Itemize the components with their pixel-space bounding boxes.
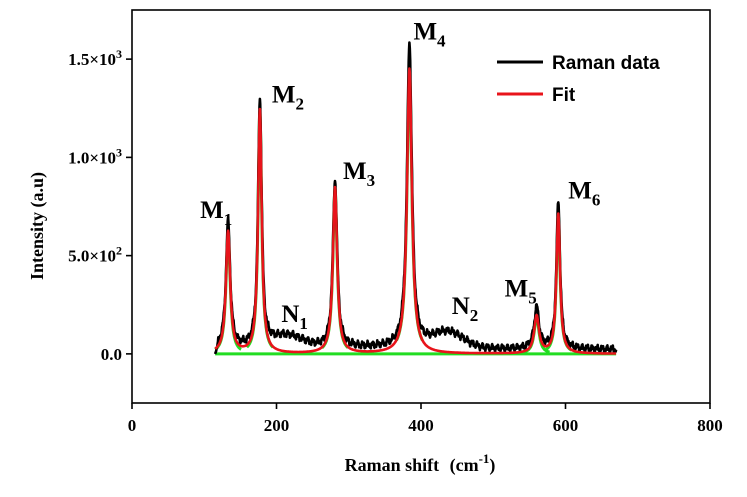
- y-tick-label: 5.0×102: [68, 244, 122, 266]
- peak-labels: M1 M2 M3 M4 M5 M6 N1 N2: [200, 18, 600, 333]
- legend: Raman data Fit: [497, 53, 660, 106]
- peak-label-m1: M1: [200, 197, 232, 229]
- peak-label-m2: M2: [272, 81, 304, 113]
- y-tick-label: 0.0: [101, 345, 122, 364]
- peak-label-m3: M3: [343, 158, 375, 190]
- y-tick-label: 1.5×103: [68, 47, 122, 69]
- peak-label-n2: N2: [452, 293, 479, 325]
- x-axis-ticks: 0 200 400 600 800: [128, 403, 723, 435]
- x-tick-label: 800: [697, 416, 723, 435]
- peak-label-n1: N1: [281, 301, 308, 333]
- peak-label-m6: M6: [568, 178, 600, 210]
- fit-line: [214, 67, 617, 355]
- y-axis-ticks: 0.0 5.0×102 1.0×103 1.5×103: [68, 47, 132, 364]
- peak-label-m4: M4: [413, 18, 446, 50]
- x-tick-label: 0: [128, 416, 137, 435]
- y-axis-title: Intensity (a.u): [27, 172, 48, 280]
- x-tick-label: 200: [264, 416, 290, 435]
- x-axis-title: Raman shift (cm-1): [345, 451, 496, 476]
- y-tick-label: 1.0×103: [68, 145, 122, 167]
- legend-label-raman-data: Raman data: [552, 53, 660, 74]
- plot-area: 0 200 400 600 800 0.0 5.0×102 1.0×103 1.5×103: [68, 9, 723, 435]
- peak-label-m5: M5: [505, 276, 537, 308]
- x-tick-label: 600: [553, 416, 579, 435]
- legend-label-fit: Fit: [552, 85, 576, 106]
- x-tick-label: 400: [408, 416, 434, 435]
- series-layer: [213, 41, 618, 356]
